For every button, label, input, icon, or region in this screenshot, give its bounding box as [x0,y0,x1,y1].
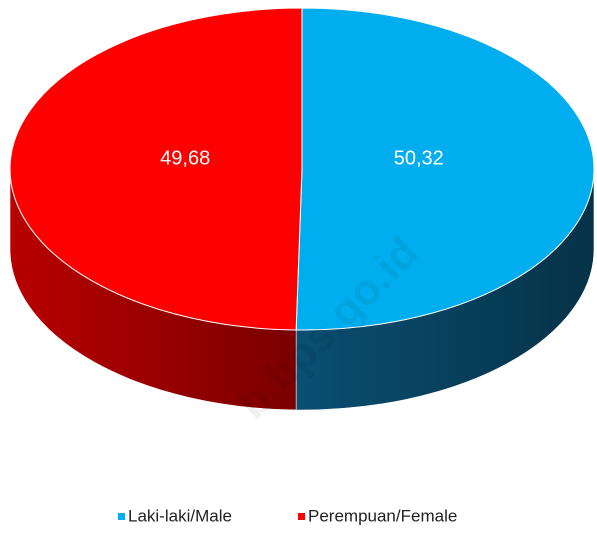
pie [9,7,595,411]
data-label: 49,68 [160,147,210,169]
data-label: 50,32 [394,147,444,169]
slice [295,7,595,331]
legend-swatch [118,513,125,520]
legend-label: Laki-laki/Male [128,506,232,525]
slice [9,7,303,331]
legend-swatch [298,513,305,520]
legend-label: Perempuan/Female [308,506,457,525]
